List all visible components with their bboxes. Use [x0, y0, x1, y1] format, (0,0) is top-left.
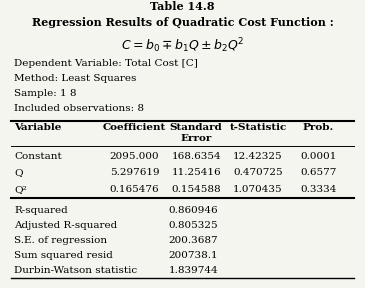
Text: Durbin-Watson statistic: Durbin-Watson statistic — [14, 266, 137, 275]
Text: 11.25416: 11.25416 — [172, 168, 221, 177]
Text: 12.42325: 12.42325 — [233, 152, 283, 161]
Text: Adjusted R-squared: Adjusted R-squared — [14, 221, 118, 230]
Text: S.E. of regression: S.E. of regression — [14, 236, 107, 245]
Text: 0.3334: 0.3334 — [300, 185, 336, 194]
Text: 0.154588: 0.154588 — [172, 185, 221, 194]
Text: 2095.000: 2095.000 — [110, 152, 159, 161]
Text: 0.165476: 0.165476 — [110, 185, 159, 194]
Text: 0.860946: 0.860946 — [169, 206, 218, 215]
Text: 0.470725: 0.470725 — [233, 168, 283, 177]
Text: 0.805325: 0.805325 — [169, 221, 218, 230]
Text: $C = b_0 \mp b_1Q \pm b_2Q^2$: $C = b_0 \mp b_1Q \pm b_2Q^2$ — [121, 37, 244, 55]
Text: Table 14.8: Table 14.8 — [150, 1, 215, 12]
Text: 0.0001: 0.0001 — [300, 152, 336, 161]
Text: R-squared: R-squared — [14, 206, 68, 215]
Text: Constant: Constant — [14, 152, 62, 161]
Text: 1.839744: 1.839744 — [169, 266, 218, 275]
Text: Q: Q — [14, 168, 23, 177]
Text: Coefficient: Coefficient — [103, 123, 166, 132]
Text: 5.297619: 5.297619 — [110, 168, 159, 177]
Text: Included observations: 8: Included observations: 8 — [14, 104, 144, 113]
Text: 168.6354: 168.6354 — [172, 152, 221, 161]
Text: Regression Results of Quadratic Cost Function :: Regression Results of Quadratic Cost Fun… — [32, 17, 333, 28]
Text: 1.070435: 1.070435 — [233, 185, 283, 194]
Text: Dependent Variable: Total Cost [C]: Dependent Variable: Total Cost [C] — [14, 59, 198, 68]
Text: 200738.1: 200738.1 — [169, 251, 218, 260]
Text: 200.3687: 200.3687 — [169, 236, 218, 245]
Text: Prob.: Prob. — [303, 123, 334, 132]
Text: t-Statistic: t-Statistic — [230, 123, 287, 132]
Text: Variable: Variable — [14, 123, 62, 132]
Text: Method: Least Squares: Method: Least Squares — [14, 74, 137, 83]
Text: Standard
Error: Standard Error — [170, 123, 223, 143]
Text: Sum squared resid: Sum squared resid — [14, 251, 113, 260]
Text: 0.6577: 0.6577 — [300, 168, 336, 177]
Text: Q²: Q² — [14, 185, 27, 194]
Text: Sample: 1 8: Sample: 1 8 — [14, 89, 77, 98]
